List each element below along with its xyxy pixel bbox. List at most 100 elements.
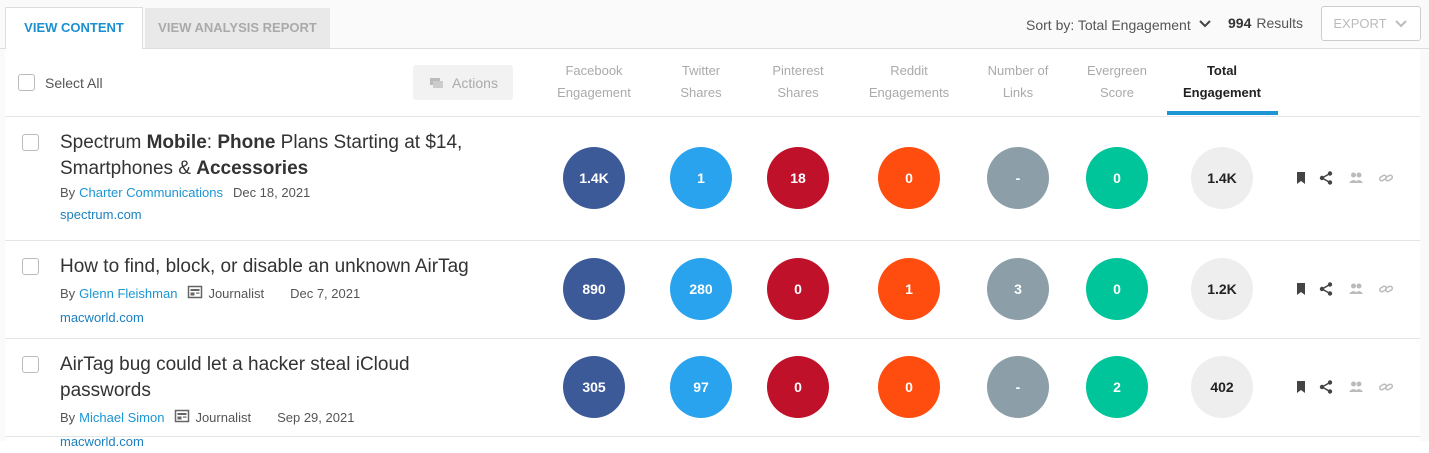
share-icon[interactable]: [1318, 281, 1334, 302]
metric-circle: 305: [563, 356, 625, 418]
article-date: Dec 7, 2021: [290, 285, 361, 301]
column-header-line: Total: [1206, 63, 1238, 78]
metric-circle: 2: [1086, 356, 1148, 418]
row-divider: [5, 338, 1420, 339]
tab[interactable]: VIEW CONTENT: [5, 7, 143, 51]
title-segment: Plans Starting at $14, Smartphones &: [60, 132, 463, 179]
article-title[interactable]: AirTag bug could let a hacker steal iClo…: [60, 352, 480, 404]
link-icon-glyph: [1378, 174, 1394, 182]
column-header-line: Shares: [777, 85, 819, 100]
authors-icon-glyph: [1349, 283, 1363, 294]
article-date: Sep 29, 2021: [277, 409, 355, 425]
bookmark-icon-glyph: [1297, 381, 1305, 393]
authors-icon[interactable]: [1348, 281, 1364, 302]
by-label: By: [60, 409, 76, 425]
author-link[interactable]: Charter Communications: [79, 185, 223, 200]
metric-circle: 1.4K: [563, 147, 625, 209]
tab[interactable]: VIEW ANALYSIS REPORT: [145, 8, 330, 48]
column-header-line: Links: [1002, 85, 1034, 100]
column-header-line: Number of: [987, 63, 1049, 78]
sort-dropdown[interactable]: Sort by: Total Engagement: [1026, 14, 1213, 36]
share-icon[interactable]: [1318, 379, 1334, 400]
link-icon-glyph: [1378, 285, 1394, 293]
bookmark-icon-glyph: [1297, 283, 1305, 295]
article-meta: By Michael Simon Journalist Sep 29, 2021: [60, 404, 480, 431]
article-meta: By Charter Communications Dec 18, 2021: [60, 182, 480, 204]
bookmark-icon[interactable]: [1293, 379, 1309, 400]
column-header[interactable]: Number of Links: [963, 60, 1073, 104]
authors-icon[interactable]: [1348, 170, 1364, 191]
bookmark-icon[interactable]: [1293, 170, 1309, 191]
metric-circle: 1: [878, 258, 940, 320]
journalist-icon-glyph: [175, 409, 190, 423]
author-type: Journalist: [208, 285, 265, 301]
metric-circle: 3: [987, 258, 1049, 320]
metric-circle: 402: [1191, 356, 1253, 418]
article-title[interactable]: Spectrum Mobile: Phone Plans Starting at…: [60, 130, 480, 182]
metric-circle: 1.4K: [1191, 147, 1253, 209]
column-header[interactable]: Reddit Engagements: [854, 60, 964, 104]
by-label: By: [60, 185, 76, 200]
column-header[interactable]: Pinterest Shares: [743, 60, 853, 104]
metric-circle: 0: [878, 356, 940, 418]
article-domain[interactable]: spectrum.com: [60, 207, 142, 222]
cb[interactable]: [18, 74, 35, 91]
column-header[interactable]: Total Engagement: [1167, 60, 1277, 104]
title-segment: Accessories: [196, 158, 309, 179]
column-header[interactable]: Twitter Shares: [646, 60, 756, 104]
column-header-line: Facebook: [565, 63, 623, 78]
actions-icon-glyph: [430, 77, 444, 88]
column-header[interactable]: Evergreen Score: [1062, 60, 1172, 104]
title-segment: AirTag bug could let a hacker steal iClo…: [60, 354, 410, 401]
author-type: Journalist: [195, 409, 252, 425]
author-link[interactable]: Michael Simon: [79, 409, 165, 425]
cb[interactable]: [22, 356, 39, 373]
journalist-icon: [187, 284, 203, 307]
column-header-line: Pinterest: [772, 63, 824, 78]
results-count: 994 Results: [1228, 14, 1303, 32]
chevron-icon-glyph: [1394, 19, 1407, 27]
title-segment: Spectrum: [60, 132, 147, 153]
export-button[interactable]: EXPORT: [1321, 6, 1421, 41]
row-divider: [5, 116, 1420, 117]
chevron-icon-glyph: [1199, 20, 1211, 28]
content-view: VIEW CONTENT VIEW ANALYSIS REPORT Sort by:…: [0, 6, 1429, 449]
column-header-line: Twitter: [681, 63, 721, 78]
results-label: Results: [1256, 15, 1304, 31]
author-link[interactable]: Glenn Fleishman: [79, 285, 178, 301]
authors-icon[interactable]: [1348, 379, 1364, 400]
share-icon[interactable]: [1318, 170, 1334, 191]
metric-circle: 97: [670, 356, 732, 418]
select-all-label[interactable]: Select All: [45, 75, 103, 91]
metric-circle: 890: [563, 258, 625, 320]
column-header[interactable]: Facebook Engagement: [539, 60, 649, 104]
link-icon[interactable]: [1378, 170, 1394, 191]
link-icon[interactable]: [1378, 281, 1394, 302]
article-meta: By Glenn Fleishman Journalist Dec 7, 2021: [60, 280, 480, 307]
journalist-icon: [174, 408, 190, 431]
column-header-line: Engagements: [868, 85, 950, 100]
bookmark-icon[interactable]: [1293, 281, 1309, 302]
article-info: How to find, block, or disable an unknow…: [60, 254, 480, 329]
title-segment: :: [206, 132, 218, 153]
row-divider: [5, 240, 1420, 241]
article-info: AirTag bug could let a hacker steal iClo…: [60, 352, 480, 453]
journalist-icon-glyph: [188, 285, 203, 299]
chevron-icon: [1393, 16, 1409, 35]
cb[interactable]: [22, 258, 39, 275]
column-header-line: Evergreen: [1087, 63, 1147, 78]
article-domain[interactable]: macworld.com: [60, 434, 144, 449]
column-header-line: Engagement: [1182, 85, 1261, 100]
metric-circle: 0: [1086, 147, 1148, 209]
article-title[interactable]: How to find, block, or disable an unknow…: [60, 254, 480, 280]
link-icon-glyph: [1378, 383, 1394, 391]
link-icon[interactable]: [1378, 379, 1394, 400]
cb[interactable]: [22, 134, 39, 151]
title-segment: Mobile: [146, 132, 207, 153]
actions-label: Actions: [452, 74, 498, 91]
article-domain[interactable]: macworld.com: [60, 310, 144, 325]
actions-icon: [428, 75, 444, 94]
actions-button[interactable]: Actions: [413, 65, 513, 100]
metric-circle: 0: [767, 258, 829, 320]
column-header-line: Shares: [680, 85, 722, 100]
